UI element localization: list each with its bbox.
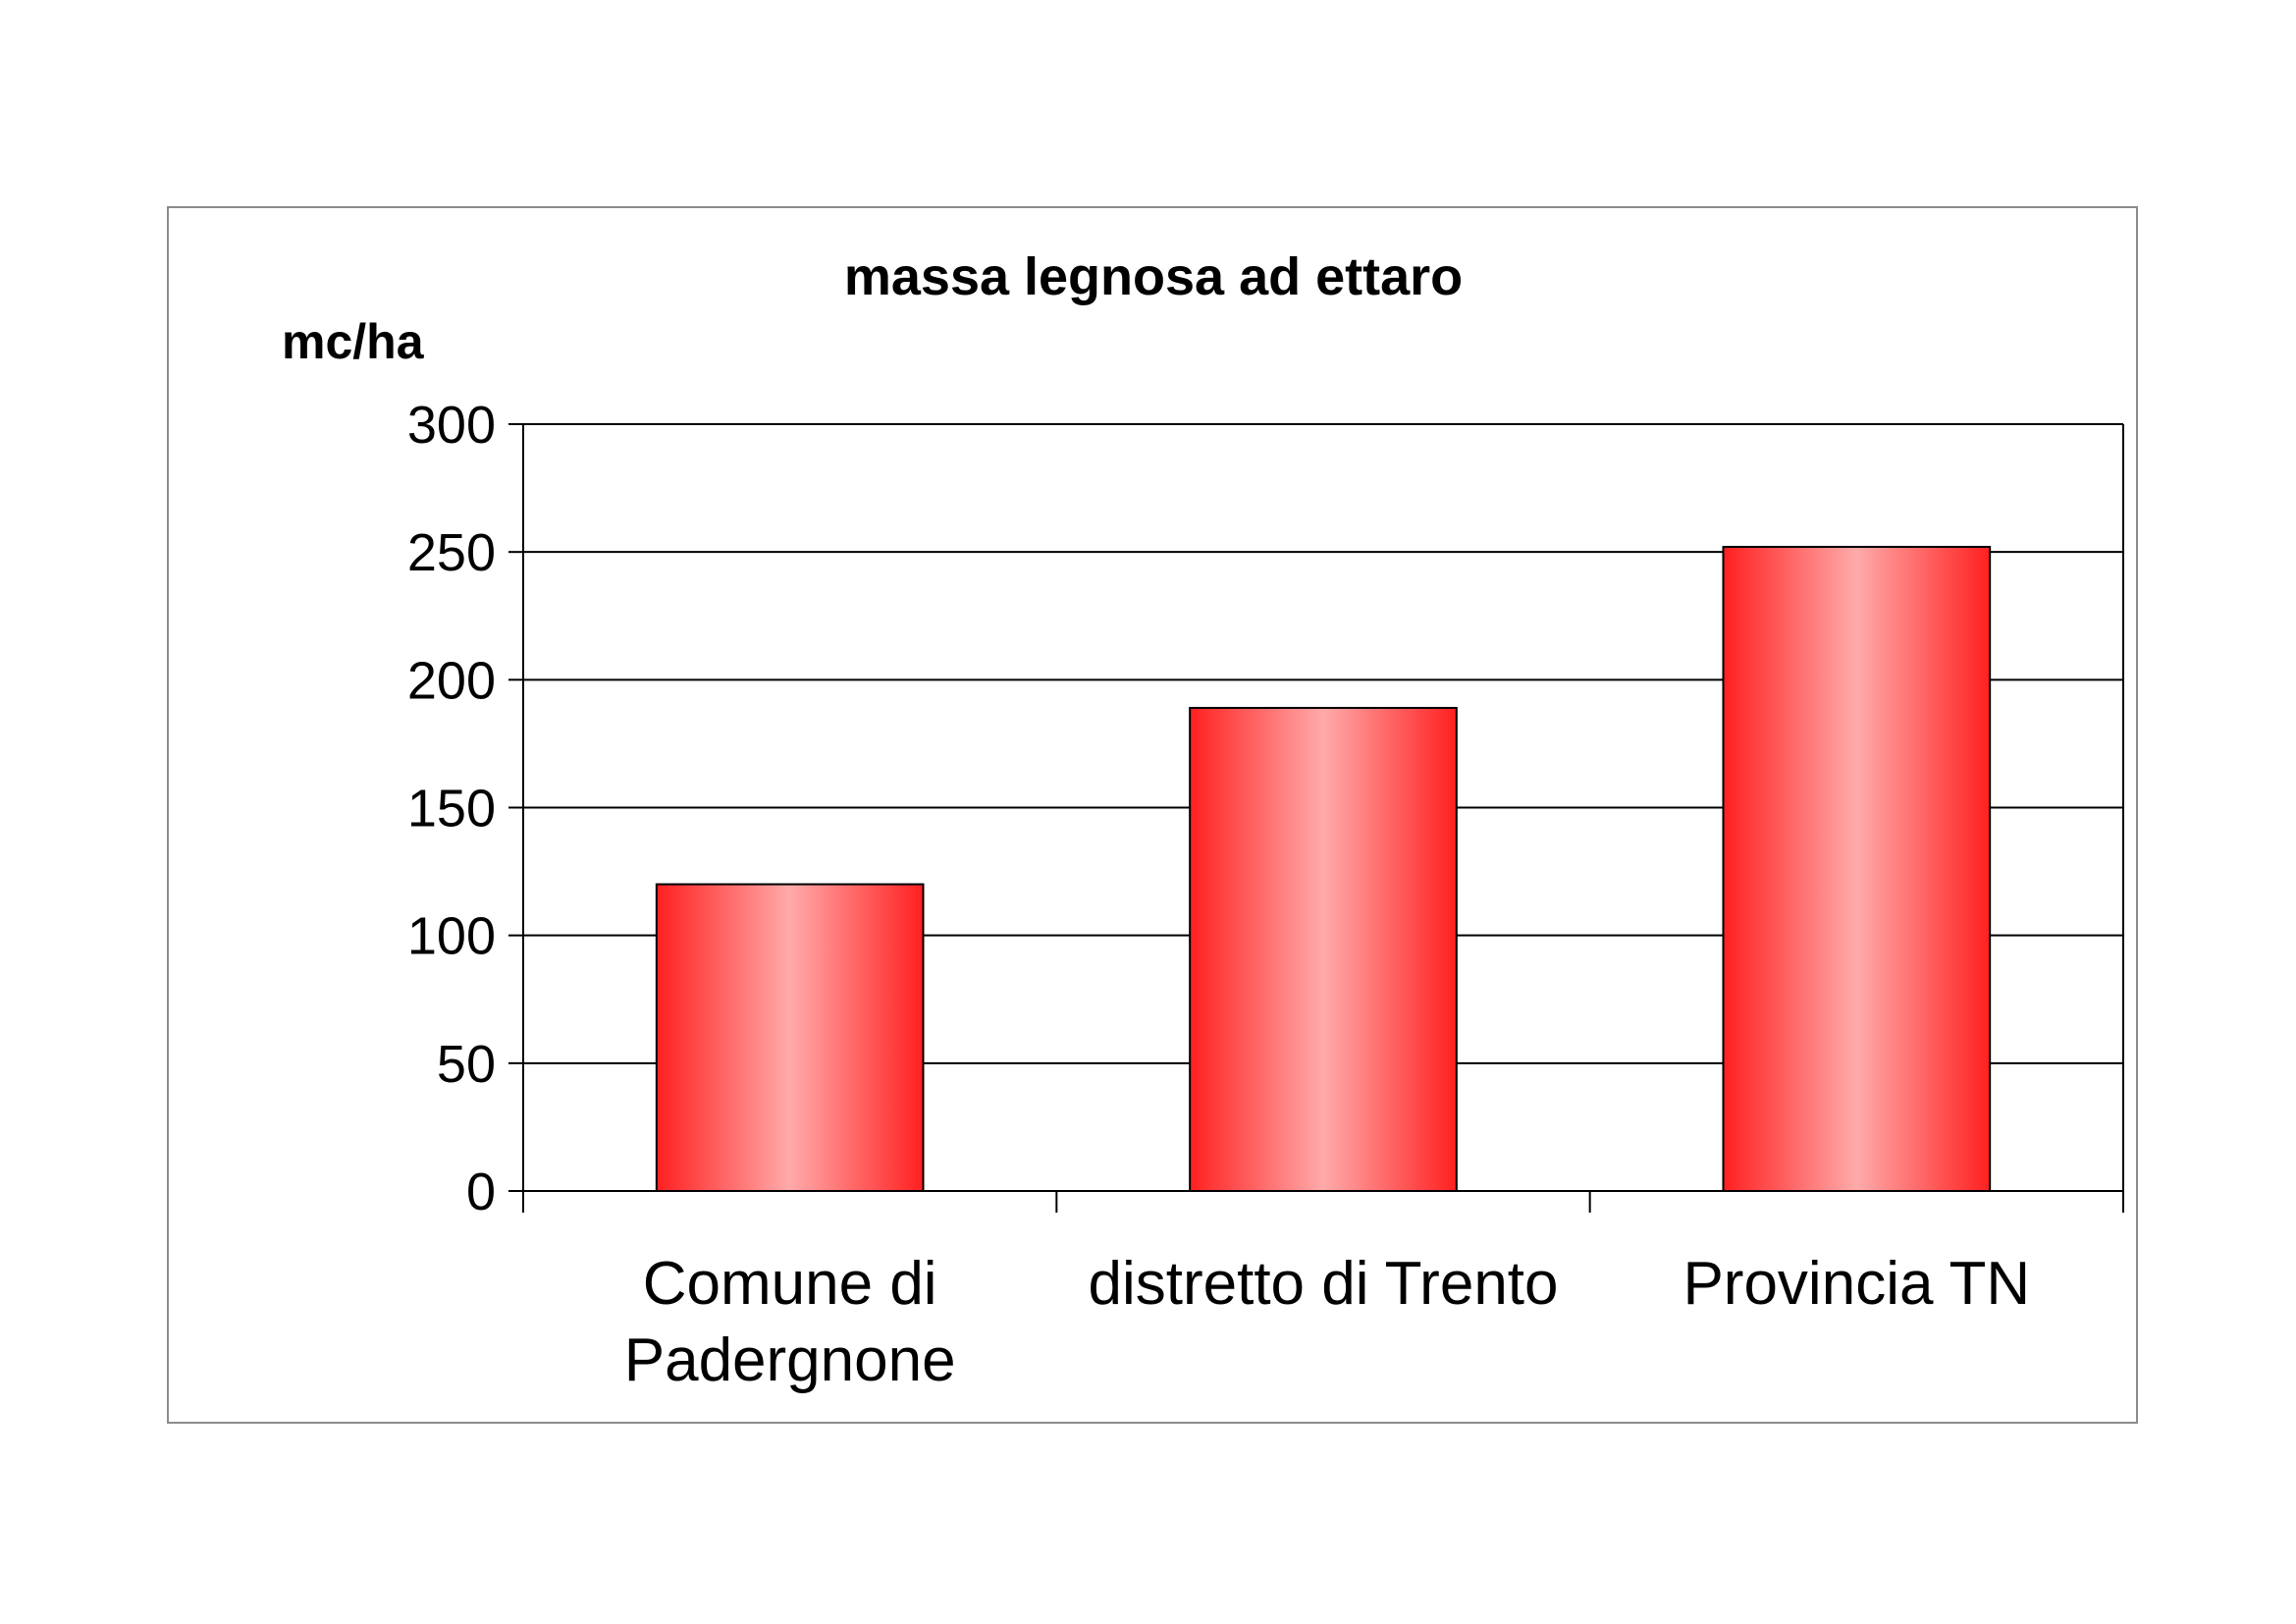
y-tick-label: 250 bbox=[407, 523, 496, 582]
x-category-label: distretto di Trento bbox=[1088, 1250, 1558, 1318]
y-tick-label: 100 bbox=[407, 907, 496, 966]
y-tick-label: 200 bbox=[407, 651, 496, 710]
bar bbox=[1189, 706, 1458, 1192]
y-tick-label: 300 bbox=[407, 396, 496, 455]
bar bbox=[655, 883, 925, 1192]
bar bbox=[1722, 545, 1992, 1192]
tick-labels: 0 50 100 150 200 250 300 Comune di Padergnone dis… bbox=[407, 396, 2030, 1394]
y-tick-label: 50 bbox=[437, 1035, 496, 1094]
x-category-label: Provincia TN bbox=[1682, 1250, 2030, 1318]
y-tick-label: 150 bbox=[407, 780, 496, 839]
x-category-label: Padergnone bbox=[624, 1326, 956, 1394]
y-tick-label: 0 bbox=[466, 1163, 496, 1221]
y-axis-label: mc/ha bbox=[282, 314, 425, 369]
bars bbox=[655, 545, 1992, 1192]
axes bbox=[508, 423, 2124, 1213]
chart-title: massa legnosa ad ettaro bbox=[844, 247, 1463, 306]
x-category-label: Comune di bbox=[643, 1250, 937, 1318]
